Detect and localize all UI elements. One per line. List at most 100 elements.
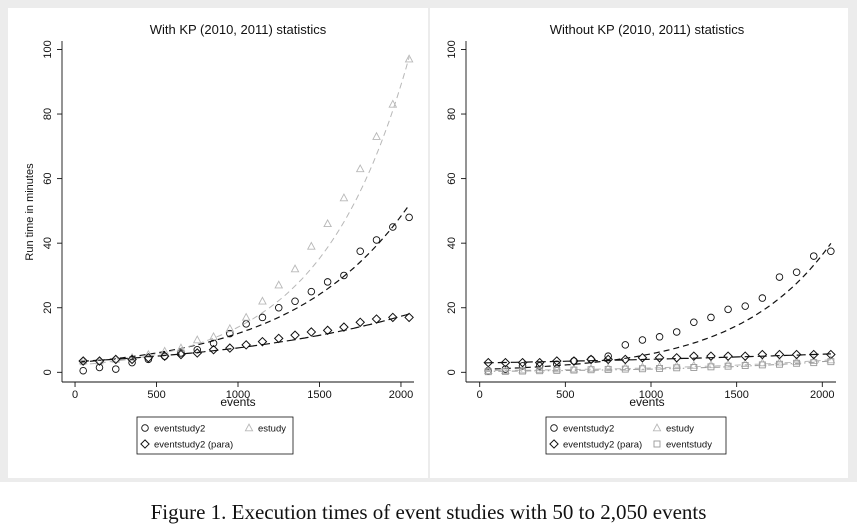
data-point-circle	[604, 352, 612, 360]
data-point-square	[484, 368, 492, 376]
data-point-triangle	[339, 193, 349, 202]
data-point-triangle	[95, 356, 104, 365]
chart-title: Without KP (2010, 2011) statistics	[550, 22, 745, 37]
data-point-diamond	[757, 349, 768, 360]
x-tick-label: 2000	[810, 389, 834, 401]
data-point-diamond	[143, 352, 154, 363]
data-point-diamond	[78, 356, 88, 366]
legend-label: estudy	[258, 424, 286, 435]
data-point-diamond	[620, 354, 631, 365]
legend-marker-diamond	[549, 439, 559, 449]
data-point-circle	[827, 247, 835, 255]
data-point-square	[536, 367, 544, 375]
data-point-diamond	[569, 356, 579, 366]
data-point-diamond	[192, 348, 203, 358]
data-point-square	[707, 363, 715, 371]
y-axis-label: Run time in minutes	[24, 163, 36, 261]
data-point-square	[587, 366, 595, 374]
data-point-triangle	[483, 365, 493, 374]
data-point-triangle	[775, 357, 784, 366]
data-point-diamond	[671, 352, 682, 363]
data-point-diamond	[322, 325, 333, 336]
data-point-triangle	[241, 312, 251, 321]
data-point-diamond	[689, 351, 699, 361]
data-point-triangle	[552, 364, 562, 373]
data-point-circle	[128, 358, 136, 367]
data-point-square	[810, 359, 818, 367]
data-point-diamond	[339, 322, 349, 332]
legend-label: eventstudy2	[563, 424, 614, 435]
data-point-square	[570, 366, 578, 374]
y-tick-label: 80	[446, 108, 458, 120]
data-point-square	[638, 365, 646, 373]
data-point-triangle	[689, 360, 699, 369]
series-estudy	[483, 355, 836, 374]
legend-marker-circle	[141, 424, 149, 432]
legend-marker-diamond	[140, 439, 150, 449]
data-point-triangle	[638, 362, 647, 371]
data-point-triangle	[620, 362, 630, 371]
figure-charts: With KP (2010, 2011) statistics 0 20 40 60 80…	[8, 8, 848, 478]
data-point-diamond	[257, 336, 268, 347]
y-tick-label: 0	[446, 369, 458, 375]
y-tick-label: 60	[42, 172, 54, 184]
data-point-square	[776, 360, 783, 368]
figure-caption: Figure 1. Execution times of event studi…	[150, 500, 707, 524]
series-eventstudy2	[79, 213, 413, 375]
data-point-square	[793, 359, 801, 367]
x-tick-label: 1500	[724, 389, 748, 401]
data-point-diamond	[176, 349, 186, 360]
data-point-diamond	[355, 317, 366, 328]
data-point-circle	[177, 349, 185, 357]
data-point-diamond	[110, 354, 121, 365]
data-point-triangle	[586, 363, 596, 372]
data-point-diamond	[500, 357, 511, 368]
data-point-triangle	[323, 218, 332, 228]
x-tick-label: 500	[147, 389, 165, 401]
data-point-diamond	[774, 349, 785, 360]
data-point-diamond	[808, 349, 819, 360]
data-point-circle	[741, 302, 749, 310]
data-point-circle	[160, 352, 169, 360]
x-tick-label: 500	[556, 389, 574, 401]
chart-title: With KP (2010, 2011) statistics	[150, 22, 327, 37]
data-point-triangle	[111, 354, 121, 363]
data-point-circle	[809, 252, 818, 260]
legend-marker-triangle	[244, 423, 254, 432]
data-point-triangle	[290, 264, 300, 273]
data-point-circle	[112, 365, 120, 373]
data-point-triangle	[209, 331, 218, 341]
data-point-triangle	[569, 364, 579, 373]
data-point-circle	[775, 273, 784, 281]
series-estudy	[78, 54, 414, 365]
data-point-triangle	[225, 323, 235, 332]
legend-marker-circle	[550, 424, 558, 432]
data-point-diamond	[791, 349, 802, 360]
data-point-circle	[258, 313, 267, 322]
legend-label: eventstudy2 (para)	[154, 440, 233, 451]
x-axis-label: events	[629, 395, 664, 409]
data-point-square	[519, 367, 526, 375]
data-point-square	[656, 364, 664, 372]
data-point-diamond	[290, 330, 300, 340]
data-point-circle	[758, 294, 767, 302]
legend-label: estudy	[666, 424, 694, 435]
data-point-triangle	[723, 359, 733, 368]
data-point-diamond	[586, 354, 596, 365]
fit-line-eventstudy2	[79, 204, 410, 363]
x-tick-label: 1000	[639, 389, 663, 401]
y-tick-label: 40	[446, 237, 458, 249]
data-point-diamond	[225, 343, 235, 353]
data-point-square	[690, 364, 698, 371]
data-point-square	[673, 364, 681, 372]
data-point-circle	[340, 271, 348, 280]
chart-panel	[430, 8, 848, 478]
legend: eventstudy2 estudy eventstudy2 (para) event…	[545, 416, 727, 455]
data-point-triangle	[826, 355, 836, 364]
y-tick-label: 20	[446, 302, 458, 314]
data-point-triangle	[404, 54, 414, 63]
data-point-circle	[707, 313, 715, 322]
data-point-circle	[323, 278, 332, 286]
data-point-square	[621, 365, 629, 373]
data-point-diamond	[388, 312, 398, 323]
